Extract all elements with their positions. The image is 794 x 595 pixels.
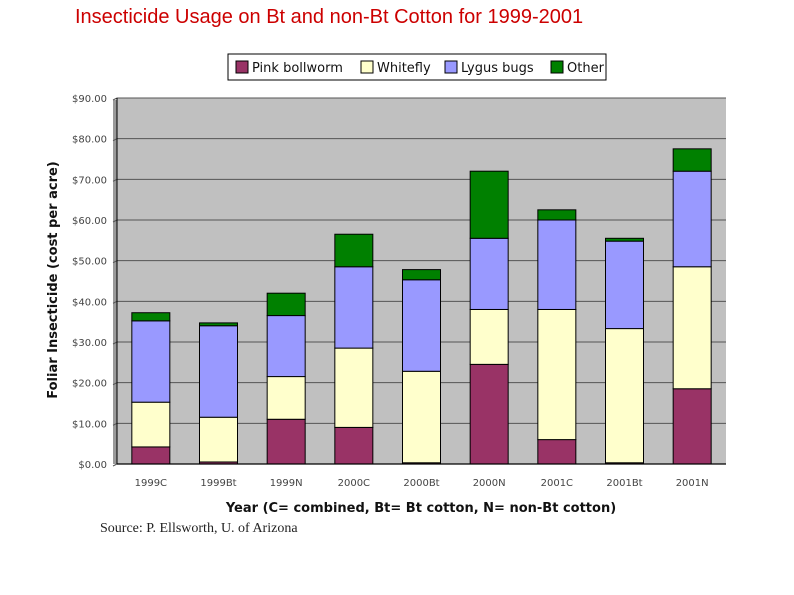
x-tick-label: 2000Bt [403, 478, 439, 489]
bar-segment-lygus-bugs [266, 315, 306, 378]
x-tick-label: 1999N [270, 478, 303, 489]
bar-segment-lygus-bugs [537, 219, 577, 310]
y-tick-label: $20.00 [72, 379, 107, 390]
y-axis-title: Foliar Insecticide (cost per acre) [46, 161, 61, 399]
bar-segment-whitefly [199, 416, 238, 463]
bar-segment-other [672, 148, 712, 172]
bar-segment-lygus-bugs [605, 240, 644, 330]
x-tick-label: 2001C [541, 478, 573, 489]
plot-depth-wall [113, 100, 117, 464]
slide-title: Insecticide Usage on Bt and non-Bt Cotto… [75, 6, 584, 28]
gridline-depth [112, 97, 118, 101]
gridline-depth [112, 341, 118, 345]
gridline-depth [112, 219, 118, 223]
bar-segment-pink-bollworm [266, 418, 306, 465]
bar-segment-other [469, 170, 509, 239]
legend-label: Other [567, 61, 605, 76]
x-tick-label: 1999Bt [200, 478, 236, 489]
y-tick-label: $80.00 [72, 135, 107, 146]
bar-segment-other [334, 233, 374, 268]
bar-segment-whitefly [605, 328, 644, 464]
legend-swatch [235, 60, 249, 74]
bar-segment-whitefly [266, 376, 306, 420]
bar-segment-other [605, 237, 644, 242]
gridline-depth [112, 382, 118, 386]
legend-label: Pink bollworm [252, 61, 343, 76]
bar-segment-other [266, 292, 306, 317]
y-tick-label: $10.00 [72, 419, 107, 430]
x-tick-label: 2000N [473, 478, 506, 489]
legend: Pink bollworm Whitefly Lygus bugs Other [227, 53, 607, 81]
source-caption: Source: P. Ellsworth, U. of Arizona [100, 521, 298, 536]
x-tick-label: 1999C [135, 478, 167, 489]
y-tick-label: $40.00 [72, 297, 107, 308]
bar-segment-whitefly [334, 347, 374, 428]
y-tick-label: $90.00 [72, 94, 107, 105]
bar-segment-other [537, 209, 577, 221]
y-tick-label: $70.00 [72, 175, 107, 186]
bar-segment-whitefly [469, 308, 509, 365]
gridline-depth [112, 260, 118, 264]
gridline-depth [112, 463, 118, 467]
bar-segment-whitefly [131, 401, 171, 448]
y-tick-label: $30.00 [72, 338, 107, 349]
gridline-depth [112, 300, 118, 304]
gridline-depth [112, 138, 118, 142]
legend-swatch [444, 60, 458, 74]
legend-swatch [360, 60, 374, 74]
bar-segment-lygus-bugs [672, 170, 712, 268]
bar-segment-whitefly [402, 370, 441, 464]
legend-box [227, 53, 607, 81]
x-axis-ticks: 1999C 1999Bt 1999N 2000C 2000Bt 2000N 2001C 200… [135, 478, 709, 489]
bar-segment-other [199, 322, 238, 327]
legend-label: Whitefly [377, 61, 431, 76]
gridline-depth [112, 178, 118, 182]
bar-segment-pink-bollworm [469, 363, 509, 465]
y-tick-label: $60.00 [72, 216, 107, 227]
bar-segment-lygus-bugs [199, 325, 238, 418]
bar-segment-pink-bollworm [672, 388, 712, 465]
bar-segment-pink-bollworm [131, 446, 171, 465]
bar-segment-pink-bollworm [334, 426, 374, 465]
y-tick-label: $50.00 [72, 257, 107, 268]
bar-segment-lygus-bugs [469, 237, 509, 310]
bar-segment-lygus-bugs [131, 320, 171, 403]
x-tick-label: 2000C [338, 478, 370, 489]
bar-segment-pink-bollworm [537, 439, 577, 465]
bar-segment-whitefly [672, 266, 712, 390]
bar-segment-other [402, 269, 441, 281]
x-tick-label: 2001Bt [606, 478, 642, 489]
bar-segment-lygus-bugs [334, 266, 374, 349]
bar-segment-whitefly [537, 308, 577, 441]
bar-segment-other [131, 312, 171, 322]
gridline-depth [112, 422, 118, 426]
y-tick-label: $0.00 [78, 460, 107, 471]
legend-label: Lygus bugs [461, 61, 534, 76]
y-axis-ticks: $0.00 $10.00 $20.00 $30.00 $40.00 $50.00 $60.0… [72, 94, 107, 471]
x-tick-label: 2001N [676, 478, 709, 489]
bar-segment-lygus-bugs [402, 279, 441, 372]
x-axis-title: Year (C= combined, Bt= Bt cotton, N= non… [225, 501, 616, 516]
legend-swatch [550, 60, 564, 74]
plot-area [112, 97, 726, 467]
